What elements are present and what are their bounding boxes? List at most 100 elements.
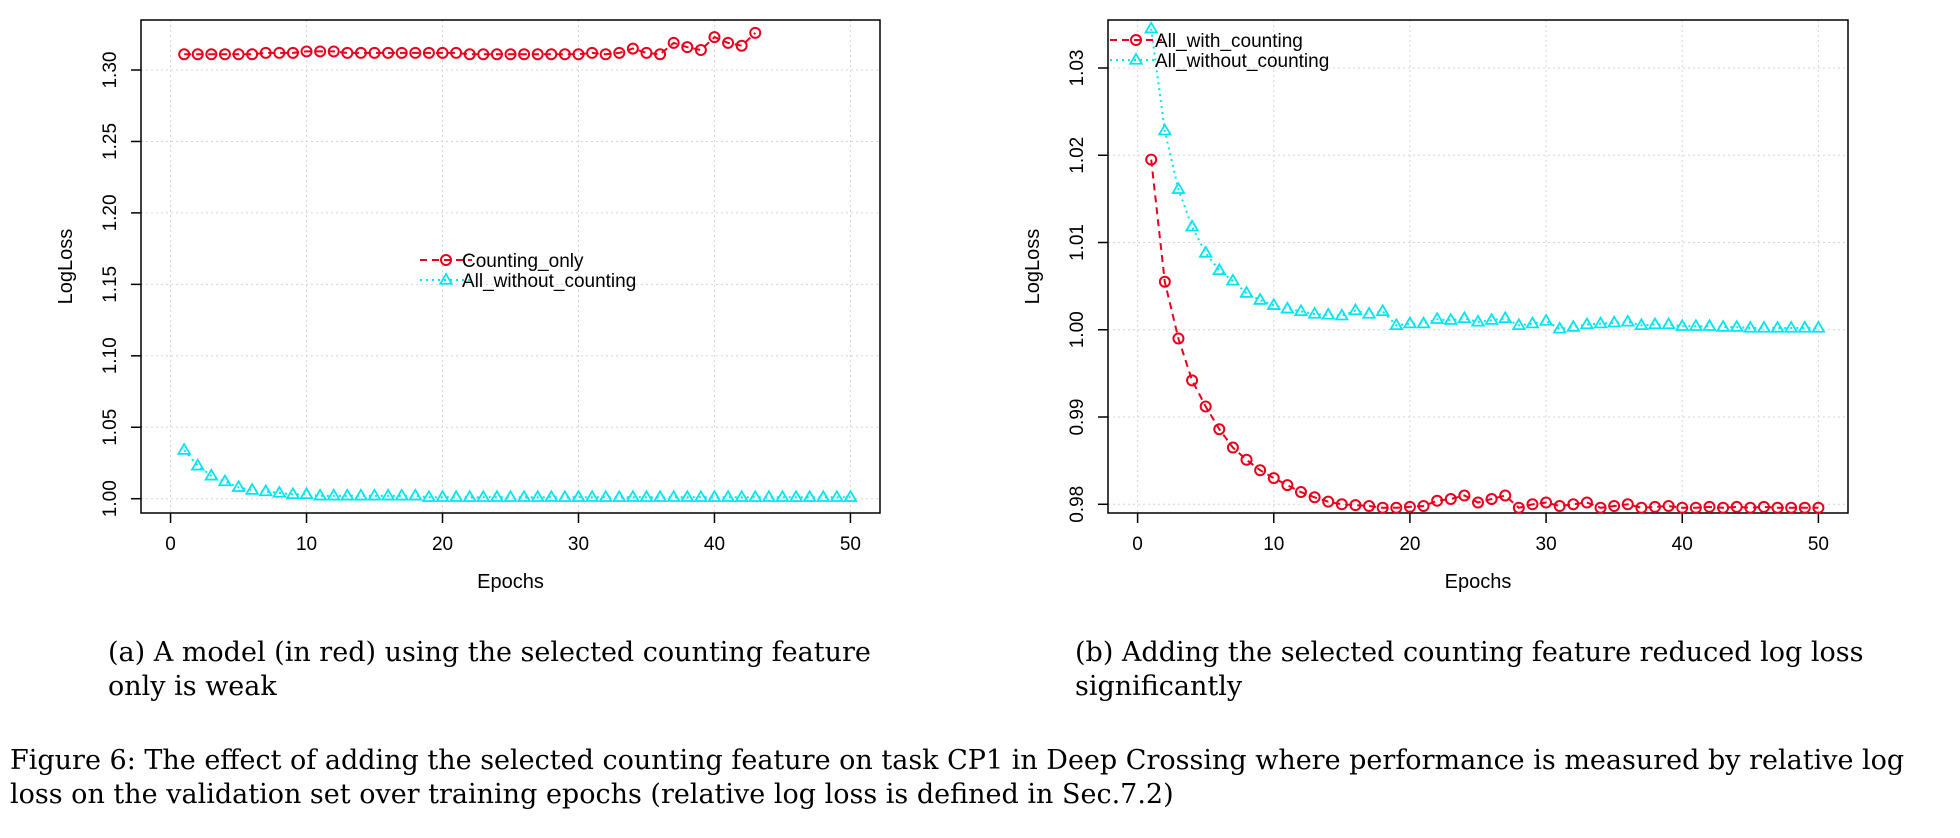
y-tick-label: 1.00: [1067, 311, 1088, 348]
data-point: [327, 45, 340, 58]
x-tick-label: 30: [568, 534, 589, 555]
data-point: [516, 489, 532, 502]
data-point: [259, 46, 272, 59]
data-point: [1606, 315, 1622, 328]
data-point: [1743, 320, 1758, 333]
data-point: [1239, 285, 1254, 298]
data-point: [1757, 500, 1770, 513]
y-tick-label: 1.10: [100, 337, 121, 374]
data-point: [557, 489, 573, 502]
data-point: [1267, 472, 1280, 485]
data-point: [1266, 297, 1282, 310]
data-point: [667, 36, 680, 49]
data-point: [679, 489, 695, 502]
data-point: [178, 48, 191, 61]
data-point: [531, 48, 544, 61]
plot-frame: [140, 19, 881, 514]
plot-frame: [1107, 19, 1849, 514]
data-point: [761, 489, 777, 502]
figure-caption: Figure 6: The effect of adding the selec…: [10, 745, 1905, 810]
data-point: [1226, 441, 1239, 454]
data-point: [1158, 275, 1171, 288]
y-tick-label: 1.02: [1067, 137, 1088, 174]
data-point: [300, 45, 313, 58]
data-point: [422, 46, 435, 59]
data-point: [1172, 332, 1185, 345]
y-tick-label: 1.20: [100, 194, 121, 231]
legend-marker: [1130, 34, 1142, 46]
data-point: [489, 489, 505, 502]
y-tick-label: 1.15: [100, 266, 121, 303]
data-point: [1812, 501, 1825, 514]
data-point: [1334, 308, 1350, 321]
data-point: [1674, 318, 1690, 331]
data-point: [1375, 303, 1390, 317]
data-point: [1688, 318, 1704, 331]
data-point: [788, 489, 804, 502]
data-point: [1402, 315, 1418, 329]
data-point: [1225, 273, 1241, 286]
data-point: [1443, 312, 1459, 325]
data-point: [1199, 400, 1212, 413]
data-point: [1363, 500, 1376, 513]
data-point: [273, 46, 286, 59]
data-point: [382, 46, 395, 59]
data-point: [1184, 219, 1200, 232]
data-point: [462, 489, 477, 502]
x-tick-label: 40: [704, 534, 725, 555]
data-point: [326, 488, 342, 501]
data-point: [693, 489, 709, 502]
data-point: [1634, 317, 1649, 331]
data-point: [1389, 317, 1404, 331]
data-point: [1198, 245, 1213, 258]
data-point: [1416, 315, 1431, 329]
data-point: [558, 48, 571, 61]
data-point: [1525, 315, 1540, 329]
chart-panel-b: 0 10 20 30 40 50 0.98 0.99 1.00 1.01 1.02 1.03 Epoch…: [1022, 19, 1849, 593]
x-tick-label: 10: [296, 534, 317, 555]
data-point: [1620, 314, 1636, 327]
data-point: [1457, 310, 1472, 324]
data-point: [354, 46, 367, 59]
data-point: [285, 486, 301, 500]
data-point: [1252, 292, 1268, 305]
data-point: [1715, 319, 1731, 332]
data-point: [598, 489, 613, 502]
data-point: [625, 489, 641, 502]
data-point: [1320, 307, 1336, 320]
data-point: [1472, 496, 1484, 509]
data-point: [503, 489, 518, 502]
data-point: [463, 48, 476, 61]
legend-label: All_without_counting: [1155, 51, 1329, 72]
data-point: [504, 48, 517, 61]
data-point: [1744, 501, 1757, 514]
data-point: [1552, 321, 1567, 334]
data-point: [1293, 303, 1309, 317]
data-point: [1770, 320, 1785, 333]
data-point: [1186, 374, 1199, 387]
data-point: [518, 48, 531, 61]
data-point: [1499, 489, 1512, 502]
caption-b: (b) Adding the selected counting feature…: [1075, 637, 1864, 702]
data-point: [1143, 20, 1159, 34]
series-all-with-counting: [1145, 153, 1825, 514]
x-tick-label: 20: [432, 534, 453, 555]
data-point: [530, 489, 545, 502]
data-point: [829, 489, 845, 502]
data-point: [1213, 423, 1226, 436]
data-point: [1171, 181, 1186, 194]
chart-panel-a: 0 10 20 30 40 50 1.00 1.05 1.10 1.15 1.20 1.25 1.30 E…: [55, 19, 881, 593]
data-point: [1798, 501, 1811, 514]
data-point: [1702, 318, 1717, 331]
series-line: [1150, 159, 1819, 509]
data-point: [1240, 453, 1253, 466]
data-point: [1689, 501, 1702, 514]
x-tick-label: 20: [1399, 534, 1420, 555]
data-point: [545, 48, 558, 61]
data-point: [843, 489, 858, 502]
data-point: [1431, 494, 1444, 507]
y-tick-label: 1.03: [1067, 49, 1088, 86]
caption-a: (a) A model (in red) using the selected …: [108, 637, 871, 702]
data-point: [747, 489, 763, 502]
data-point: [1566, 319, 1581, 332]
